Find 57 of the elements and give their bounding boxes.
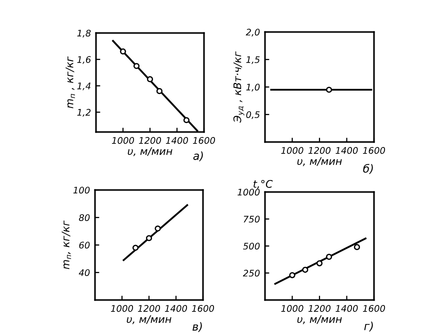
x-axis-title: υ, м/мин bbox=[126, 315, 172, 324]
point bbox=[354, 244, 360, 250]
y-axis-title: m$_{п}$ , кг/кг bbox=[66, 56, 75, 108]
point bbox=[289, 272, 296, 278]
x-tick-label: 1400 bbox=[336, 305, 358, 312]
point bbox=[146, 76, 154, 82]
y-axis-title: m$_{п}$, кг/кг bbox=[62, 220, 72, 270]
point bbox=[326, 254, 332, 260]
point bbox=[156, 88, 163, 94]
text: б) bbox=[363, 164, 373, 174]
x-tick-label: 1000 bbox=[112, 137, 134, 144]
y-tick-label: 100 bbox=[73, 186, 90, 194]
point bbox=[302, 266, 308, 273]
x-axis-title: υ, м/мин bbox=[297, 315, 342, 324]
point bbox=[316, 260, 323, 266]
y-tick-label: 250 bbox=[242, 270, 260, 277]
point bbox=[183, 117, 190, 124]
x-tick-label: 1200 bbox=[308, 305, 331, 312]
x-tick-label: 1600 bbox=[362, 305, 386, 312]
y-tick-label: 1,8 bbox=[77, 30, 91, 38]
y-tick-label: 500 bbox=[243, 242, 260, 250]
x-tick-label: 1000 bbox=[281, 305, 304, 312]
x-axis-title: υ, м/мин bbox=[128, 147, 172, 156]
x-tick-label: 1000 bbox=[110, 305, 134, 312]
y-tick-label: 1,0 bbox=[246, 84, 260, 92]
point bbox=[146, 235, 152, 242]
y-tick-label: 1,5 bbox=[246, 56, 260, 64]
point bbox=[154, 225, 161, 232]
point bbox=[133, 62, 140, 70]
y-tick-label: 80 bbox=[78, 214, 90, 222]
y-tick-label: 2,0 bbox=[246, 28, 260, 36]
x-tick-label: 1000 bbox=[281, 147, 304, 154]
y-tick-label: 750 bbox=[244, 216, 260, 223]
x-tick-label: 1200 bbox=[138, 305, 160, 312]
y-tick-label: 1,2 bbox=[77, 108, 91, 117]
x-tick-label: 1400 bbox=[336, 147, 358, 154]
point bbox=[120, 48, 126, 55]
x-tick-label: 1400 bbox=[166, 137, 188, 144]
text: а) bbox=[193, 151, 203, 162]
y-tick-label: 1000 bbox=[238, 188, 260, 196]
y-tick-label: 0,5 bbox=[246, 111, 260, 119]
y-tick-label: 1,6 bbox=[77, 56, 91, 64]
y-tick-label: 1,4 bbox=[77, 82, 90, 90]
y-axis-title: Э$_{уд}$ , кВт·ч/кг bbox=[233, 51, 244, 123]
x-tick-label: 1600 bbox=[192, 137, 216, 144]
x-tick-label: 1600 bbox=[362, 147, 386, 154]
y-tick-label: 60 bbox=[79, 242, 90, 249]
text: в) bbox=[192, 322, 202, 332]
x-axis-title: υ, м/мин bbox=[297, 157, 342, 166]
x-tick-label: 1200 bbox=[308, 147, 331, 154]
point bbox=[132, 244, 139, 251]
text: г) bbox=[364, 322, 373, 332]
x-tick-label: 1600 bbox=[192, 305, 214, 312]
x-tick-label: 1200 bbox=[138, 137, 162, 144]
y-axis-title: t,°C bbox=[254, 180, 273, 189]
x-tick-label: 1400 bbox=[164, 305, 188, 312]
y-tick-label: 40 bbox=[78, 269, 90, 276]
